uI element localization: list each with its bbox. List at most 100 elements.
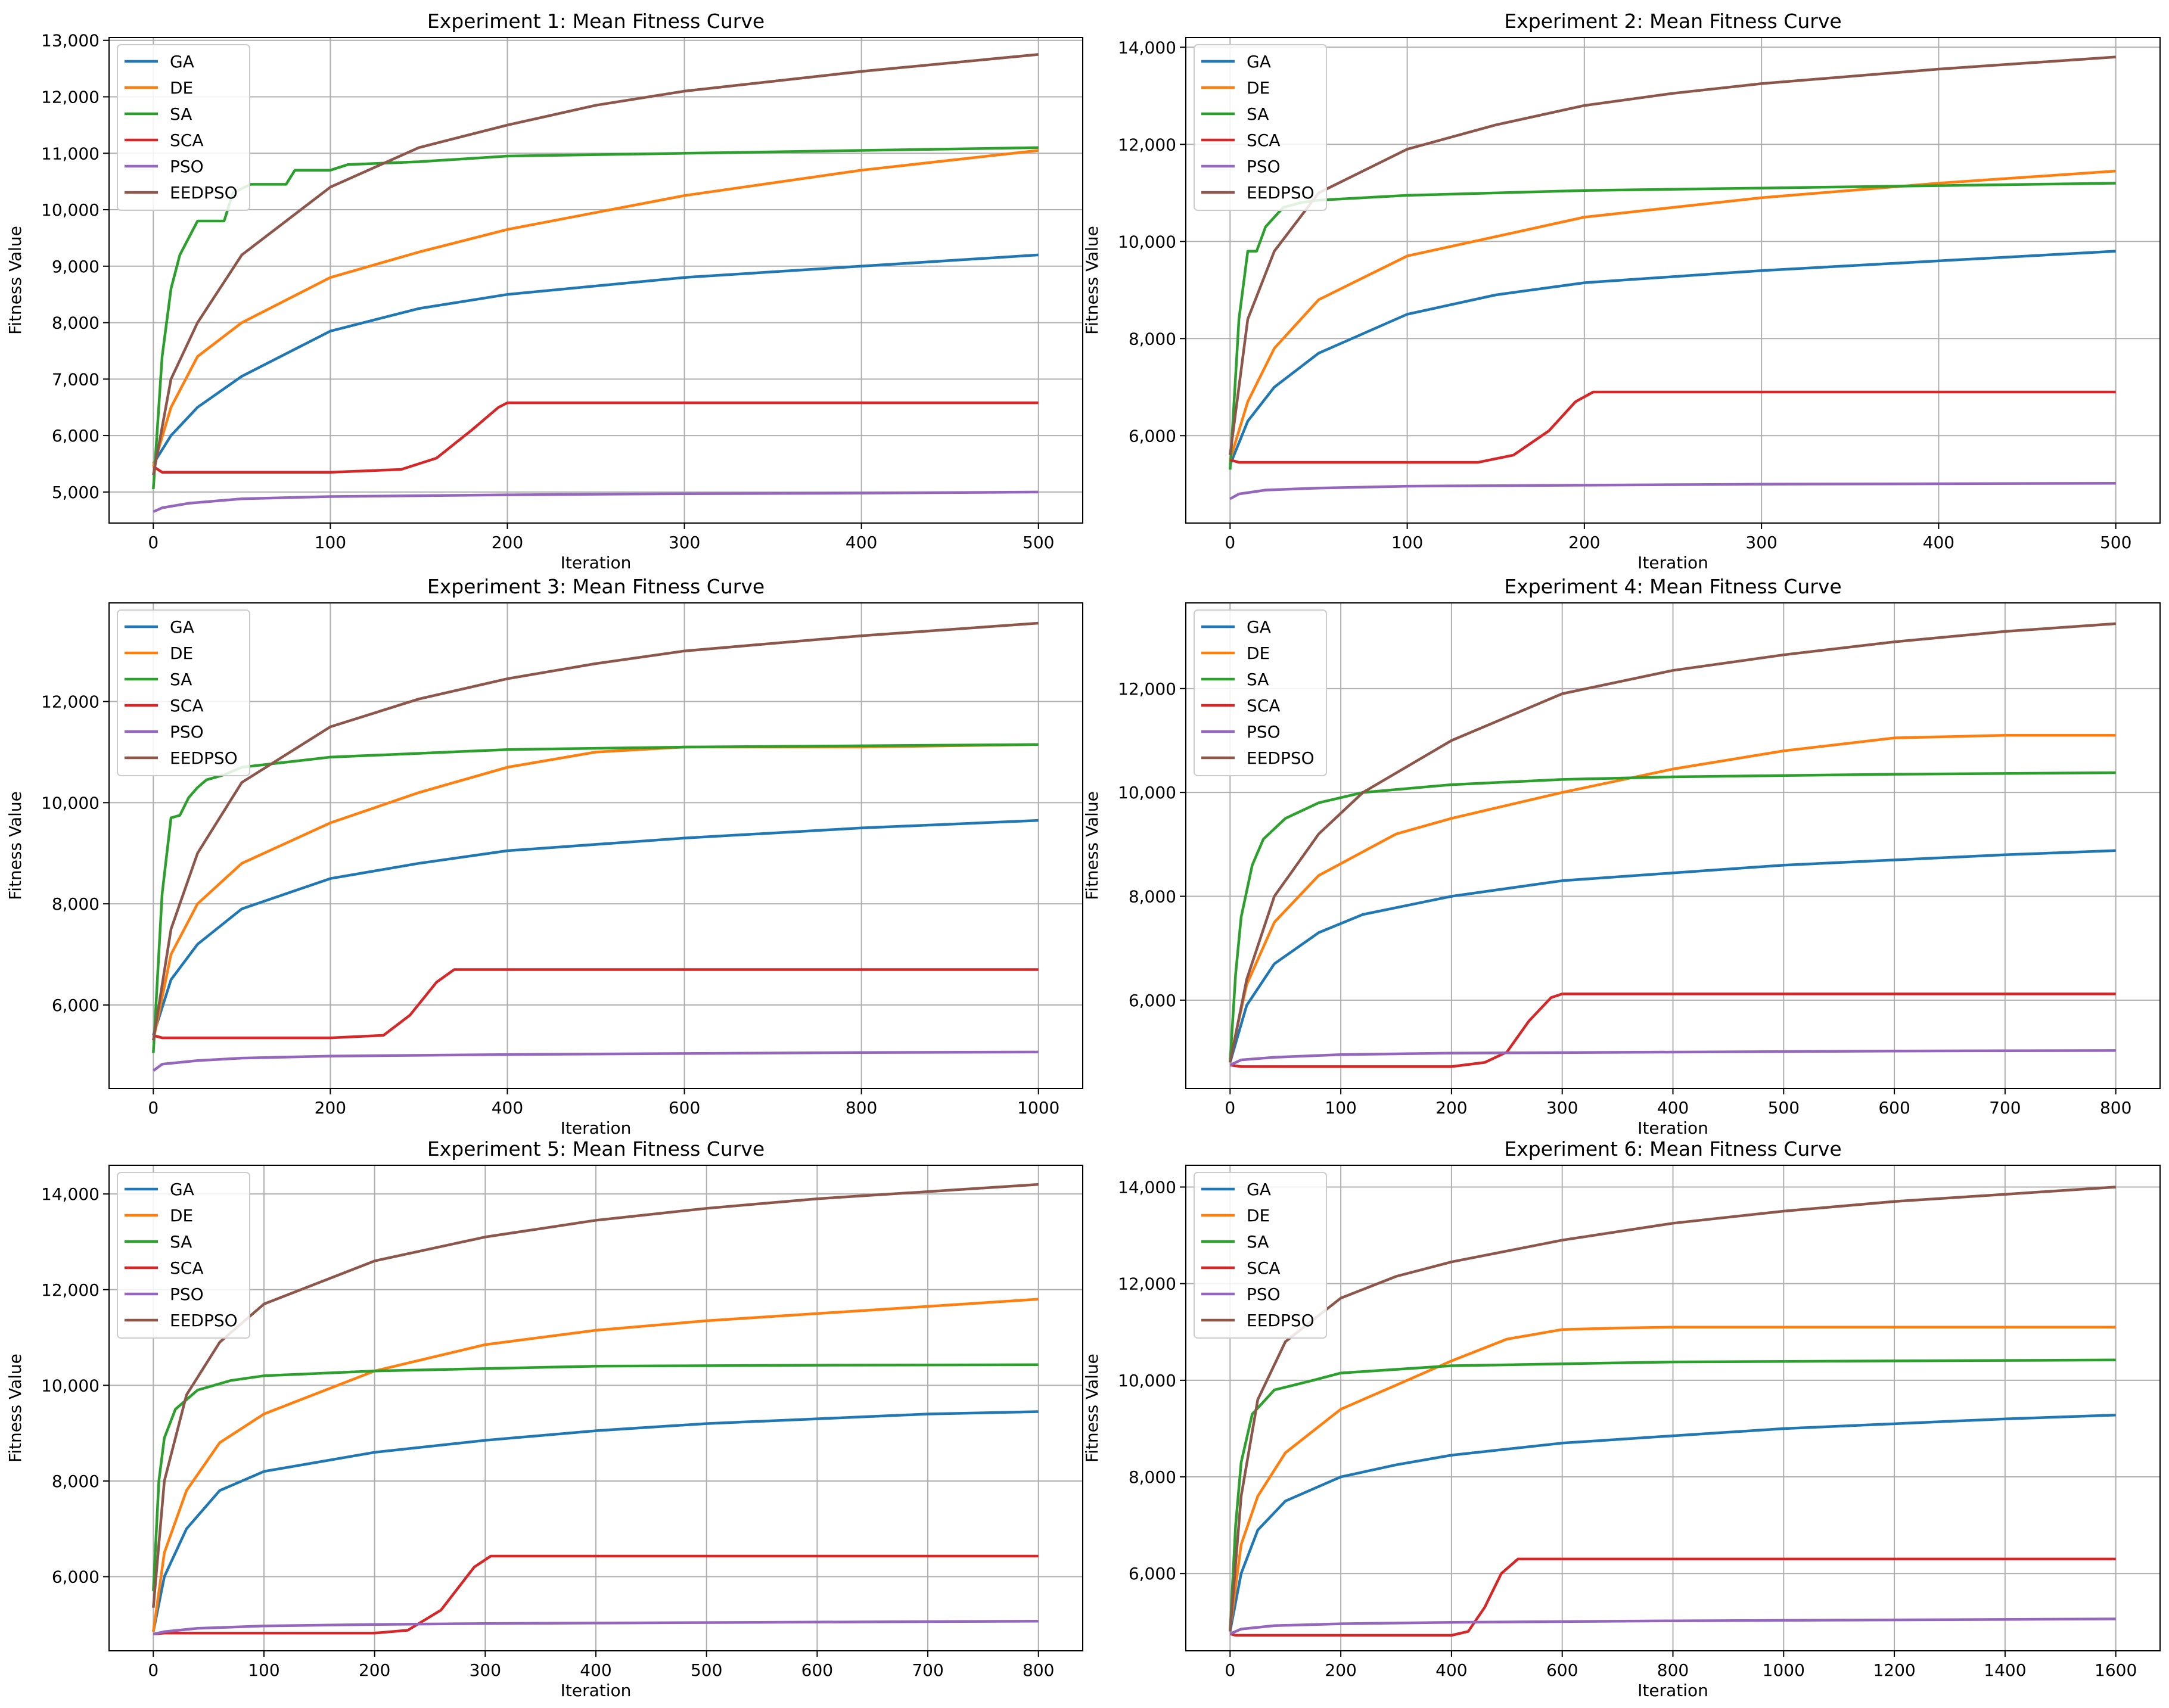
x-tick-label: 100 [1391, 533, 1423, 552]
legend-label: SA [170, 1232, 192, 1252]
x-tick-label: 0 [1225, 533, 1235, 552]
series-line-sca [153, 1554, 1039, 1636]
series-line-ga [1229, 250, 2116, 466]
legend-label: GA [170, 617, 194, 637]
y-tick-label: 6,000 [52, 426, 100, 446]
y-tick-label: 6,000 [1129, 1564, 1176, 1583]
series-line-sca [1229, 390, 2116, 464]
series-line-eedpso [1229, 622, 2116, 1063]
y-tick-label: 6,000 [52, 995, 100, 1015]
plot-frame [108, 37, 1083, 524]
plot-area [109, 38, 1083, 523]
series-line-eedpso [152, 1183, 1039, 1608]
chart-title: Experiment 2: Mean Fitness Curve [1504, 10, 1841, 33]
x-tick-label: 400 [846, 533, 877, 552]
x-axis-label: Iteration [561, 1118, 632, 1138]
legend-label: EEDPSO [170, 183, 238, 203]
legend: GA DE SA SCA PSO EEDPSO [117, 609, 250, 776]
series-line-sa [152, 743, 1039, 1053]
y-tick-label: 10,000 [1118, 232, 1176, 251]
legend-label: PSO [170, 157, 204, 176]
series-line-sca [153, 401, 1039, 474]
series-line-sa [152, 146, 1039, 490]
legend-label: SCA [1247, 696, 1280, 715]
x-tick-label: 1000 [1017, 1098, 1059, 1118]
y-tick-label: 12,000 [1118, 135, 1176, 154]
y-axis-label: Fitness Value [5, 1354, 25, 1463]
legend-label: DE [1247, 78, 1270, 98]
legend-box [1194, 44, 1327, 211]
x-tick-label: 800 [2100, 1098, 2131, 1118]
series-line-pso [1229, 1049, 2116, 1066]
x-axis-label: Iteration [561, 1681, 632, 1700]
y-tick-label: 14,000 [41, 1184, 100, 1204]
x-tick-label: 400 [1657, 1098, 1689, 1118]
chart-panel-3: 0 200 400 600 800 1000 6,000 8,000 10,000 12,000 E… [5, 575, 1083, 1138]
x-tick-label: 600 [1546, 1660, 1578, 1680]
x-axis-label: Iteration [1637, 553, 1708, 573]
x-tick-label: 0 [1225, 1098, 1235, 1118]
legend-box [117, 44, 250, 211]
series-line-ga [1229, 1414, 2116, 1632]
plot-frame [108, 602, 1083, 1089]
x-tick-label: 500 [2100, 533, 2131, 552]
legend-label: SCA [1247, 130, 1280, 150]
x-tick-label: 200 [1435, 1098, 1467, 1118]
y-tick-label: 12,000 [41, 692, 100, 712]
x-tick-label: 1200 [1873, 1660, 1915, 1680]
legend-label: SCA [170, 1258, 203, 1278]
legend-label: GA [1247, 1180, 1271, 1199]
x-tick-label: 1000 [1763, 1660, 1805, 1680]
legend: GA DE SA SCA PSO EEDPSO [117, 44, 250, 211]
legend-label: SCA [170, 130, 203, 150]
chart-title: Experiment 6: Mean Fitness Curve [1504, 1137, 1841, 1161]
x-tick-label: 400 [492, 1098, 523, 1118]
x-tick-label: 0 [148, 1660, 159, 1680]
x-tick-label: 200 [359, 1660, 390, 1680]
legend-label: SA [1247, 104, 1269, 124]
legend-label: PSO [1247, 1284, 1281, 1304]
y-axis-label: Fitness Value [5, 226, 25, 335]
x-tick-label: 200 [315, 1098, 346, 1118]
y-tick-label: 5,000 [52, 483, 100, 502]
x-tick-label: 400 [580, 1660, 611, 1680]
series-line-pso [153, 490, 1039, 514]
legend-label: GA [1247, 52, 1271, 71]
y-tick-label: 8,000 [1129, 329, 1176, 349]
series-line-pso [153, 1619, 1039, 1636]
x-axis-label: Iteration [1637, 1118, 1708, 1138]
plot-frame [1185, 37, 2161, 524]
x-tick-label: 500 [1768, 1098, 1800, 1118]
x-tick-label: 400 [1923, 533, 1954, 552]
legend-label: SA [170, 104, 192, 124]
y-tick-label: 8,000 [52, 894, 100, 914]
x-tick-label: 0 [148, 1098, 159, 1118]
chart-title: Experiment 3: Mean Fitness Curve [427, 575, 765, 598]
series-line-eedpso [1229, 1186, 2116, 1632]
series-line-ga [152, 819, 1039, 1036]
y-tick-label: 14,000 [1118, 1177, 1176, 1197]
legend-label: SA [1247, 1232, 1269, 1252]
series-line-ga [152, 253, 1039, 465]
legend-label: SA [1247, 670, 1269, 689]
legend-label: PSO [170, 722, 204, 742]
x-tick-label: 700 [912, 1660, 943, 1680]
legend-label: PSO [1247, 722, 1281, 742]
chart-title: Experiment 5: Mean Fitness Curve [427, 1137, 765, 1161]
legend-box [117, 1172, 250, 1339]
series-line-de [1229, 734, 2116, 1060]
chart-title: Experiment 1: Mean Fitness Curve [427, 10, 765, 33]
chart-panel-5: 0 100 200 300 400 500 600 700 800 6,000 8,000 10,00… [5, 1137, 1083, 1700]
series-line-de [152, 149, 1039, 467]
legend-label: GA [170, 1180, 194, 1199]
series-line-de [1229, 169, 2116, 461]
y-axis-label: Fitness Value [1082, 791, 1102, 900]
x-tick-label: 100 [315, 533, 346, 552]
y-tick-label: 12,000 [41, 1280, 100, 1300]
y-tick-label: 8,000 [52, 313, 100, 333]
x-tick-label: 600 [669, 1098, 700, 1118]
y-tick-label: 12,000 [41, 88, 100, 107]
y-axis-label: Fitness Value [5, 791, 25, 900]
legend-label: PSO [1247, 157, 1281, 176]
